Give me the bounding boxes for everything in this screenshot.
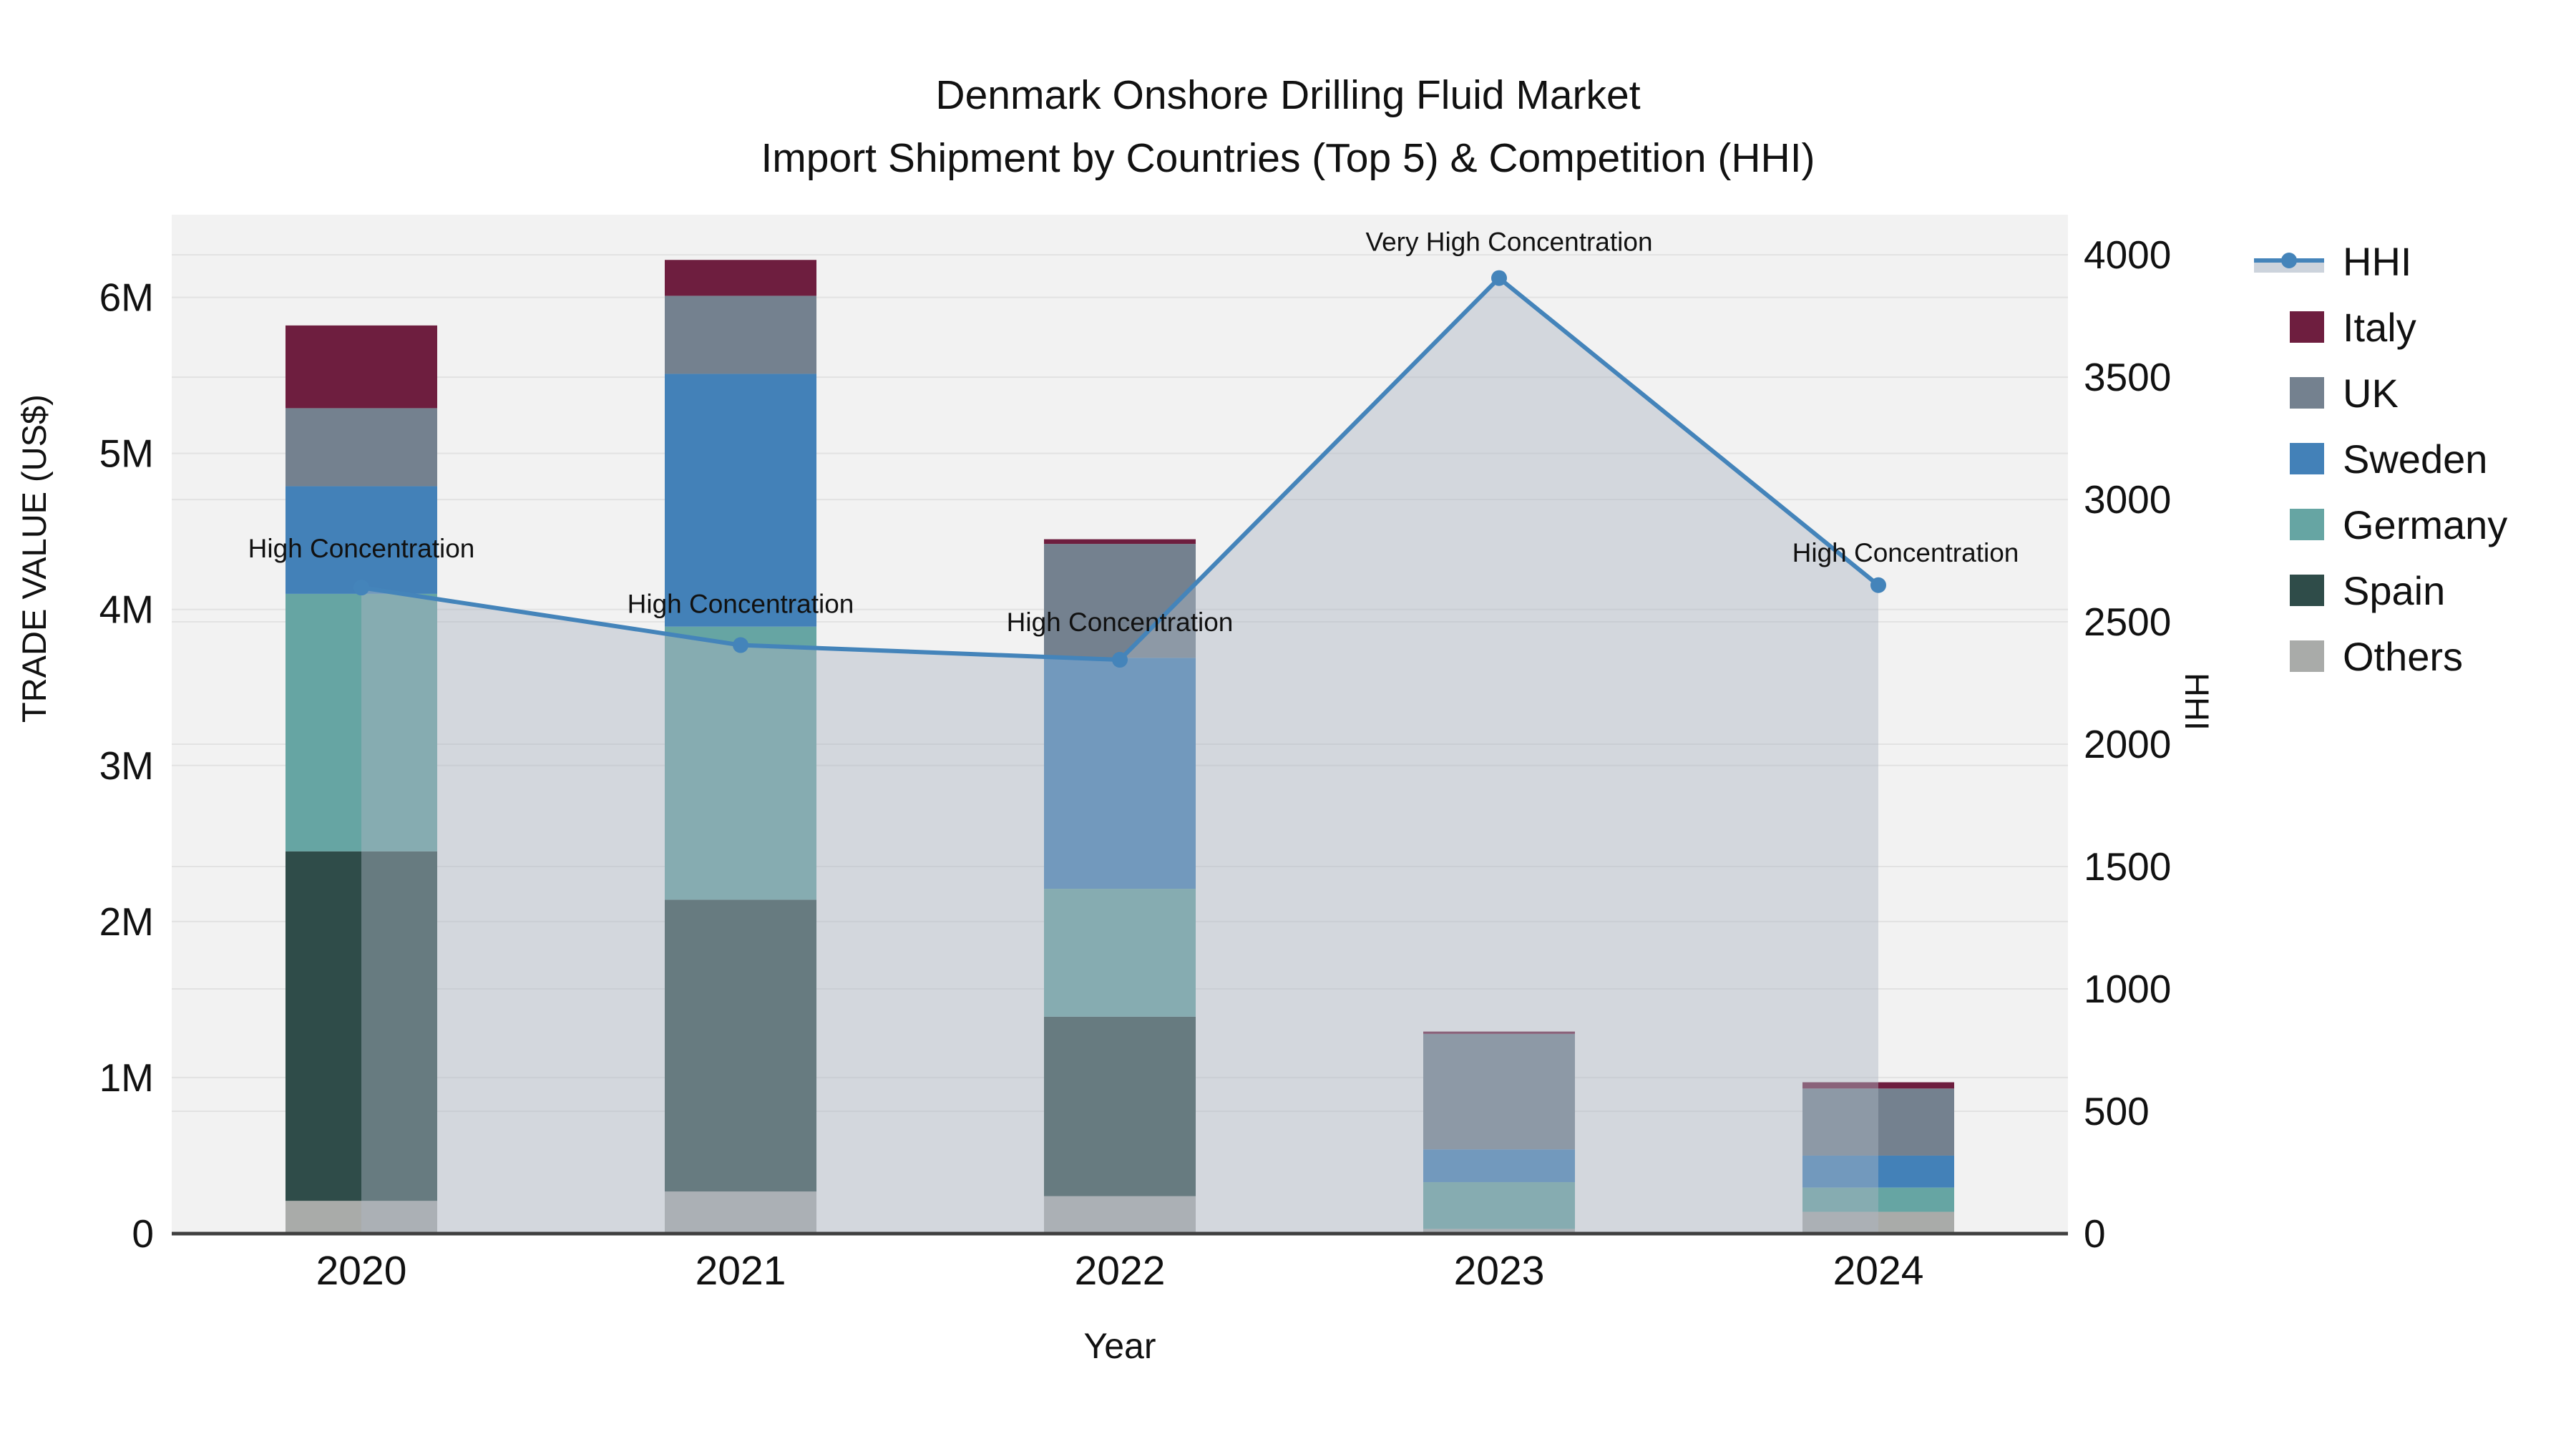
hhi-marker-2024	[1870, 577, 1886, 593]
legend-hhi-line-icon	[2254, 245, 2324, 277]
legend-label: HHI	[2343, 238, 2412, 284]
bar-segment-sweden-2023	[1423, 1149, 1575, 1183]
bar-segment-sweden-2021	[665, 374, 816, 627]
legend-color-swatch	[2290, 509, 2324, 540]
bar-segment-germany-2021	[665, 626, 816, 900]
x-tick-2020: 2020	[316, 1248, 407, 1294]
bar-segment-spain-2022	[1044, 1016, 1196, 1196]
y-left-tick: 5M	[99, 431, 154, 476]
y-left-tick: 0	[132, 1211, 154, 1256]
bar-segment-others-2023	[1423, 1229, 1575, 1234]
y-left-tick: 6M	[99, 275, 154, 320]
legend-item-germany[interactable]: Germany	[2254, 499, 2507, 550]
annotation-2020: High Concentration	[248, 534, 475, 563]
bar-segment-sweden-2024	[1802, 1155, 1954, 1188]
legend-label: Sweden	[2343, 436, 2488, 482]
y-left-tick: 2M	[99, 899, 154, 944]
bar-segment-others-2021	[665, 1191, 816, 1234]
bar-segment-italy-2022	[1044, 539, 1196, 545]
bar-segment-uk-2021	[665, 296, 816, 374]
bar-segment-others-2022	[1044, 1196, 1196, 1234]
hhi-marker-2020	[353, 580, 369, 596]
hhi-marker-2022	[1112, 652, 1128, 668]
legend-label: UK	[2343, 370, 2399, 416]
hhi-marker-2021	[733, 637, 748, 653]
legend-label: Germany	[2343, 502, 2508, 547]
legend-item-hhi[interactable]: HHI	[2254, 236, 2411, 286]
y-left-tick: 3M	[99, 743, 154, 788]
bar-segment-spain-2020	[286, 851, 437, 1201]
y-right-tick: 500	[2084, 1089, 2150, 1133]
legend-color-swatch	[2290, 311, 2324, 343]
bar-segment-uk-2023	[1423, 1033, 1575, 1150]
y-right-tick: 2000	[2084, 722, 2171, 766]
y-right-tick: 1000	[2084, 967, 2171, 1011]
annotation-2023: Very High Concentration	[1365, 228, 1652, 257]
y-right-tick: 1500	[2084, 844, 2171, 889]
bar-segment-germany-2022	[1044, 889, 1196, 1017]
hhi-marker-2023	[1491, 270, 1507, 286]
bar-segment-uk-2022	[1044, 544, 1196, 658]
y-left-tick: 1M	[99, 1055, 154, 1100]
y-axis-title-left: TRADE VALUE (US$)	[15, 394, 53, 723]
bar-segment-italy-2023	[1423, 1031, 1575, 1034]
legend-color-swatch	[2290, 575, 2324, 606]
legend-item-spain[interactable]: Spain	[2254, 565, 2445, 615]
x-axis-title: Year	[1083, 1326, 1156, 1366]
y-axis-title-right: HHI	[2178, 673, 2216, 731]
bar-segment-germany-2023	[1423, 1182, 1575, 1229]
bar-segment-germany-2020	[286, 593, 437, 852]
y-right-tick: 3500	[2084, 355, 2171, 399]
hhi-marker-swatch	[2281, 253, 2297, 268]
y-right-tick: 3000	[2084, 477, 2171, 522]
bar-segment-others-2024	[1802, 1211, 1954, 1234]
legend-item-uk[interactable]: UK	[2254, 368, 2399, 418]
annotation-2022: High Concentration	[1007, 608, 1234, 637]
legend-color-swatch	[2290, 443, 2324, 474]
y-right-tick: 2500	[2084, 600, 2171, 644]
x-tick-2021: 2021	[696, 1248, 786, 1294]
x-tick-2024: 2024	[1833, 1248, 1924, 1294]
x-tick-2023: 2023	[1454, 1248, 1545, 1294]
y-right-tick: 0	[2084, 1211, 2106, 1256]
bar-segment-italy-2021	[665, 260, 816, 296]
y-left-tick: 4M	[99, 587, 154, 632]
x-tick-2022: 2022	[1075, 1248, 1166, 1294]
legend-item-others[interactable]: Others	[2254, 631, 2463, 681]
y-right-tick: 4000	[2084, 233, 2171, 277]
bar-segment-sweden-2020	[286, 486, 437, 594]
bar-segment-uk-2020	[286, 408, 437, 487]
legend-label: Italy	[2343, 304, 2416, 350]
chart-title: Denmark Onshore Drilling Fluid Market	[935, 72, 1641, 118]
legend-color-swatch	[2290, 640, 2324, 672]
bar-segment-germany-2024	[1802, 1187, 1954, 1212]
legend-item-sweden[interactable]: Sweden	[2254, 434, 2487, 484]
legend-color-swatch	[2290, 377, 2324, 409]
annotation-2024: High Concentration	[1792, 538, 2019, 567]
bar-segment-uk-2024	[1802, 1088, 1954, 1156]
bar-segment-spain-2021	[665, 899, 816, 1192]
bar-segment-others-2020	[286, 1201, 437, 1234]
legend-item-italy[interactable]: Italy	[2254, 302, 2416, 352]
annotation-2021: High Concentration	[628, 590, 854, 619]
chart-subtitle: Import Shipment by Countries (Top 5) & C…	[761, 135, 1815, 181]
bar-segment-sweden-2022	[1044, 658, 1196, 889]
legend-label: Others	[2343, 633, 2464, 679]
bar-segment-italy-2020	[286, 325, 437, 409]
bar-segment-italy-2024	[1802, 1082, 1954, 1089]
hhi-area-fill	[361, 278, 1878, 1234]
legend-label: Spain	[2343, 567, 2446, 613]
